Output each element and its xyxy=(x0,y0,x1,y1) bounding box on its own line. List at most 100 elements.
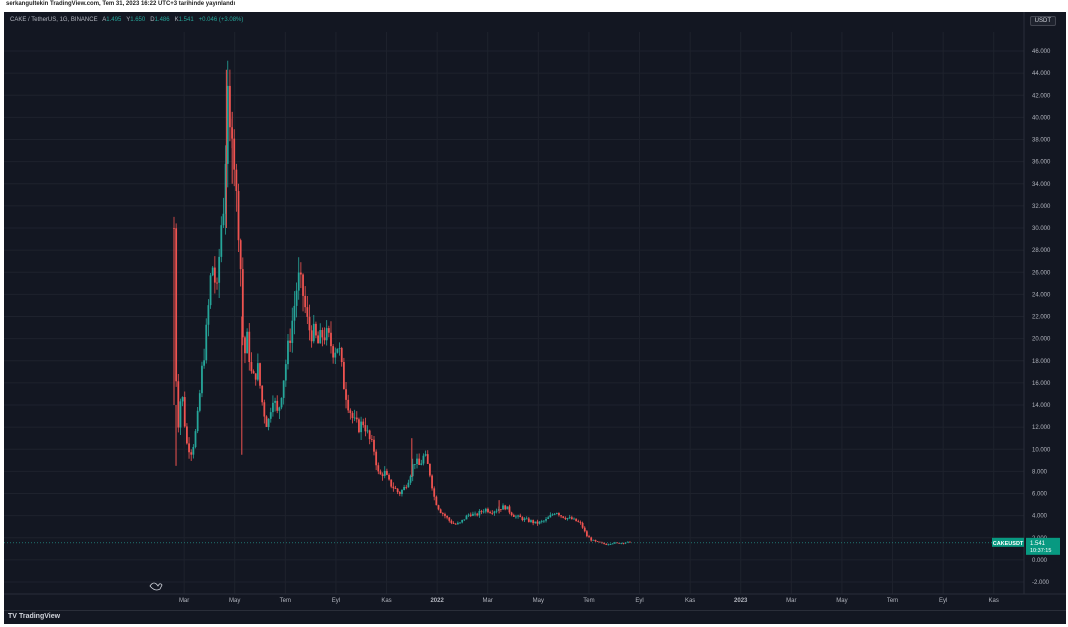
candle-body xyxy=(439,509,442,514)
candle-body xyxy=(515,516,517,518)
candle-body xyxy=(205,324,208,361)
price-tag-bg xyxy=(1026,537,1060,555)
candle-body xyxy=(241,269,244,338)
candle-body xyxy=(377,465,380,472)
candle-body xyxy=(330,332,332,347)
candle-body xyxy=(265,416,268,427)
candle-body xyxy=(592,539,595,541)
candle-body xyxy=(508,506,511,513)
candle-body xyxy=(351,413,354,418)
candle-body xyxy=(444,513,446,517)
y-tick-label: 14.000 xyxy=(1032,403,1051,409)
candle-body xyxy=(491,513,494,514)
candle-body xyxy=(325,328,328,341)
candle-body xyxy=(336,348,339,353)
candle-body xyxy=(274,400,276,403)
candle-body xyxy=(525,518,528,520)
y-tick-label: -2.000 xyxy=(1032,580,1050,586)
candle-body xyxy=(446,516,449,518)
candle-body xyxy=(233,138,236,170)
candle-body xyxy=(448,517,451,521)
chart-frame[interactable]: 46.000 44.000 42.000 40.000 38.000 36.000 34.0… xyxy=(4,12,1066,624)
close-label: K xyxy=(174,17,179,23)
candle-body xyxy=(512,515,515,517)
candle-body xyxy=(566,518,569,520)
candle-body xyxy=(222,213,225,226)
candle-body xyxy=(484,508,487,512)
candle-body xyxy=(261,385,264,403)
candle-body xyxy=(312,323,315,342)
candle-body xyxy=(429,463,431,476)
candle-body xyxy=(224,163,227,214)
candle-body xyxy=(607,544,610,546)
y-tick-label: 44.000 xyxy=(1032,71,1051,77)
x-tick-label: 2023 xyxy=(734,598,748,604)
candle-body xyxy=(577,521,580,522)
candle-body xyxy=(629,541,631,543)
price-tag-value: 1.541 xyxy=(1030,541,1046,547)
y-tick-label: 4.000 xyxy=(1032,514,1048,520)
candle-body xyxy=(480,510,483,512)
x-tick-label: May xyxy=(533,598,544,604)
candle-body xyxy=(407,482,410,488)
candle-body xyxy=(536,521,539,524)
candle-body xyxy=(280,397,283,408)
candle-body xyxy=(291,320,294,343)
candle-body xyxy=(416,458,418,465)
candle-body xyxy=(229,85,231,128)
candle-body xyxy=(472,513,474,516)
candle-body xyxy=(420,463,423,465)
currency-button[interactable]: USDT xyxy=(1029,16,1056,26)
candle-body xyxy=(327,328,330,333)
candle-body xyxy=(248,331,251,363)
tradingview-logo[interactable]: TV TradingView xyxy=(8,613,60,620)
candle-body xyxy=(626,541,629,543)
candle-body xyxy=(413,464,416,465)
y-tick-label: 36.000 xyxy=(1032,160,1051,166)
candle-body xyxy=(396,488,399,493)
candle-body xyxy=(284,364,287,381)
candle-body xyxy=(349,410,352,414)
candle-body xyxy=(175,228,178,382)
candle-body xyxy=(459,522,461,524)
candle-body xyxy=(250,362,253,372)
candle-body xyxy=(540,521,543,522)
candle-body xyxy=(295,290,298,306)
y-tick-label: 12.000 xyxy=(1032,425,1051,431)
candle-body xyxy=(426,454,429,464)
y-tick-label: 40.000 xyxy=(1032,115,1051,121)
candle-body xyxy=(476,513,479,516)
candle-body xyxy=(542,520,545,522)
candle-body xyxy=(594,539,597,542)
x-tick-label: Eyl xyxy=(332,598,340,604)
candle-body xyxy=(534,521,537,524)
y-tick-label: 20.000 xyxy=(1032,337,1051,343)
candle-body xyxy=(272,402,274,413)
candle-body xyxy=(551,514,554,516)
symbol-name[interactable]: CAKE / TetherUS, 1G, BINANCE xyxy=(10,17,98,23)
candlestick-chart[interactable]: 46.000 44.000 42.000 40.000 38.000 36.000 34.0… xyxy=(4,12,1066,610)
candle-body xyxy=(196,410,199,432)
candle-body xyxy=(596,541,599,543)
candle-body xyxy=(259,363,261,386)
y-tick-label: 28.000 xyxy=(1032,248,1051,254)
candle-body xyxy=(340,348,343,363)
candle-body xyxy=(209,275,212,306)
candle-body xyxy=(334,352,337,358)
candle-body xyxy=(385,470,388,475)
x-tick-label: Tem xyxy=(280,598,291,604)
candle-body xyxy=(332,346,335,358)
candle-body xyxy=(547,517,550,519)
candle-body xyxy=(375,451,378,466)
candle-body xyxy=(392,486,395,489)
x-tick-label: Tem xyxy=(583,598,594,604)
candle-body xyxy=(198,393,201,411)
candle-body xyxy=(493,511,496,514)
x-tick-label: 2022 xyxy=(430,598,444,604)
candle-body xyxy=(394,488,397,490)
candle-body xyxy=(203,360,206,366)
candle-body xyxy=(338,348,341,349)
candle-body xyxy=(538,521,541,524)
candle-body xyxy=(605,543,608,545)
candle-body xyxy=(297,272,300,291)
